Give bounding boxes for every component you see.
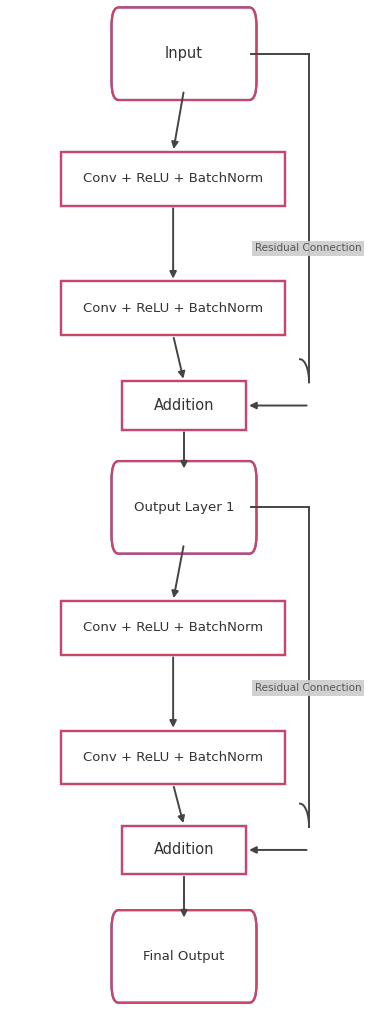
FancyBboxPatch shape (112, 7, 256, 100)
Text: Conv + ReLU + BatchNorm: Conv + ReLU + BatchNorm (83, 172, 263, 185)
Text: Final Output: Final Output (143, 950, 225, 963)
Text: Residual Connection: Residual Connection (255, 683, 362, 693)
FancyBboxPatch shape (61, 152, 286, 206)
FancyBboxPatch shape (112, 910, 256, 1002)
FancyBboxPatch shape (112, 461, 256, 554)
FancyBboxPatch shape (123, 826, 245, 874)
Text: Addition: Addition (154, 843, 214, 857)
Text: Input: Input (165, 46, 203, 61)
Text: Output Layer 1: Output Layer 1 (134, 501, 234, 514)
FancyBboxPatch shape (61, 601, 286, 654)
FancyBboxPatch shape (123, 382, 245, 430)
Text: Conv + ReLU + BatchNorm: Conv + ReLU + BatchNorm (83, 302, 263, 314)
Text: Addition: Addition (154, 398, 214, 413)
FancyBboxPatch shape (61, 730, 286, 784)
Text: Residual Connection: Residual Connection (255, 243, 362, 253)
FancyBboxPatch shape (61, 282, 286, 335)
Text: Conv + ReLU + BatchNorm: Conv + ReLU + BatchNorm (83, 622, 263, 634)
Text: Conv + ReLU + BatchNorm: Conv + ReLU + BatchNorm (83, 751, 263, 764)
